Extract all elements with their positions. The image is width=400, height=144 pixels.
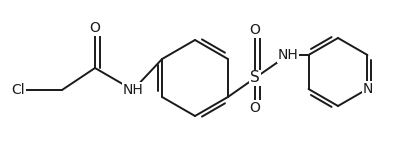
Text: S: S [250, 71, 260, 86]
Text: NH: NH [123, 83, 143, 97]
Text: N: N [362, 82, 373, 96]
Text: Cl: Cl [11, 83, 25, 97]
Text: O: O [90, 21, 100, 35]
Text: O: O [250, 23, 260, 37]
Text: O: O [250, 101, 260, 115]
Text: NH: NH [278, 48, 298, 62]
